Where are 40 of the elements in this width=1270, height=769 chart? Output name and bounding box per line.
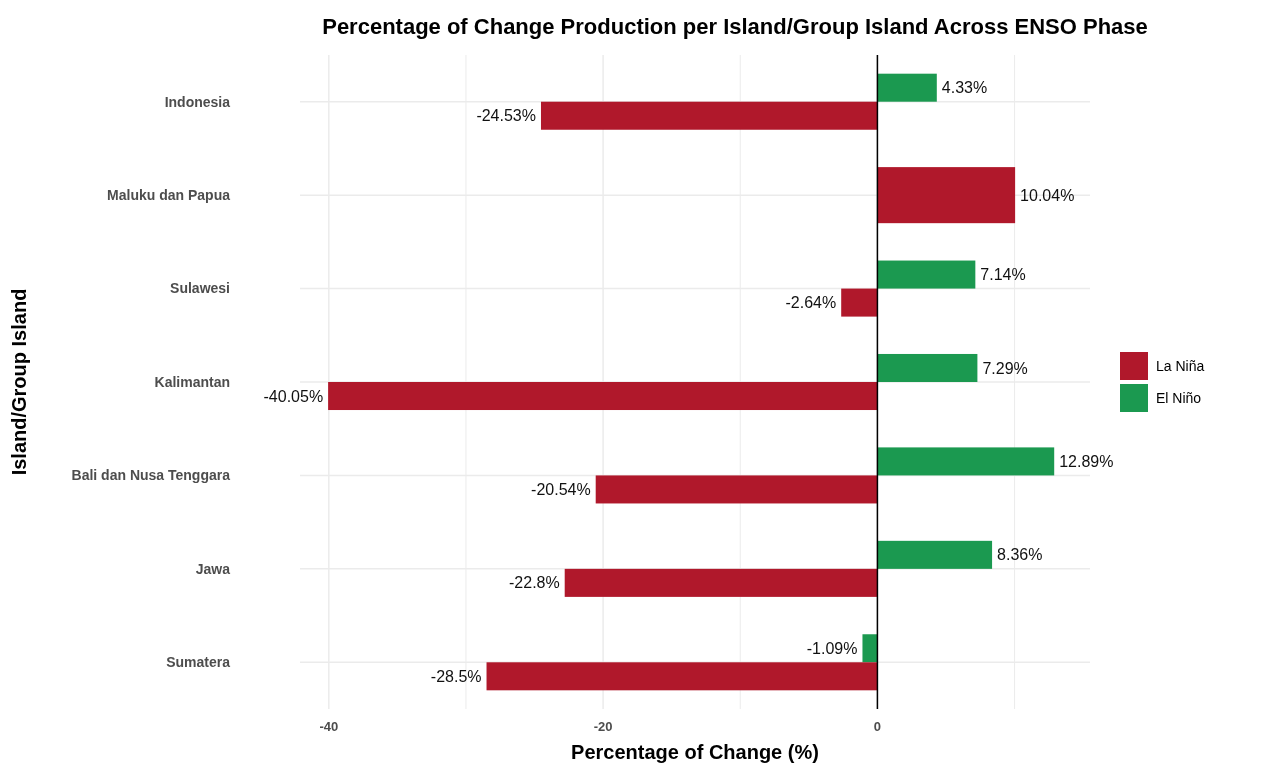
legend-label: La Niña <box>1156 357 1205 374</box>
data-label: -40.05% <box>263 387 324 405</box>
y-tick-label: Bali dan Nusa Tenggara <box>71 467 231 484</box>
y-axis-title: Island/Group Island <box>8 288 30 476</box>
bar <box>877 73 937 102</box>
bar <box>595 475 878 504</box>
data-label: 7.14% <box>980 266 1026 284</box>
data-label: -24.53% <box>476 107 536 125</box>
bar <box>877 353 978 382</box>
legend-label: El Niño <box>1156 389 1202 406</box>
bar <box>564 568 878 597</box>
x-tick-label: 0 <box>873 719 882 734</box>
bar <box>328 382 878 411</box>
data-label: 7.29% <box>982 359 1028 377</box>
y-tick-label: Sulawesi <box>170 280 230 297</box>
data-label: 12.89% <box>1059 453 1114 471</box>
data-label: -20.54% <box>531 481 591 499</box>
bar <box>540 101 878 130</box>
y-tick-label: Kalimantan <box>154 373 230 390</box>
data-label: -22.8% <box>509 574 560 592</box>
data-label: -28.5% <box>430 667 482 685</box>
bar <box>877 540 993 569</box>
bar <box>877 260 976 289</box>
bar <box>877 447 1055 476</box>
data-label: -1.09% <box>806 639 858 657</box>
data-label: 10.04% <box>1020 186 1075 204</box>
x-tick-label: -40 <box>319 719 339 734</box>
chart-title: Percentage of Change Production per Island/Group Island Across ENSO Phase <box>322 14 1148 39</box>
bar <box>862 634 878 663</box>
x-tick-label: -20 <box>593 719 613 734</box>
data-label: 8.36% <box>997 546 1043 564</box>
data-label: -2.64% <box>785 294 837 312</box>
data-label: 4.33% <box>941 79 988 97</box>
y-tick-label: Maluku dan Papua <box>107 187 231 204</box>
y-tick-label: Jawa <box>195 560 231 577</box>
y-tick-label: Indonesia <box>164 93 231 110</box>
bar <box>486 662 878 691</box>
bar <box>841 288 878 317</box>
y-tick-label: Sumatera <box>166 654 231 671</box>
x-axis-title: Percentage of Change (%) <box>571 741 819 763</box>
